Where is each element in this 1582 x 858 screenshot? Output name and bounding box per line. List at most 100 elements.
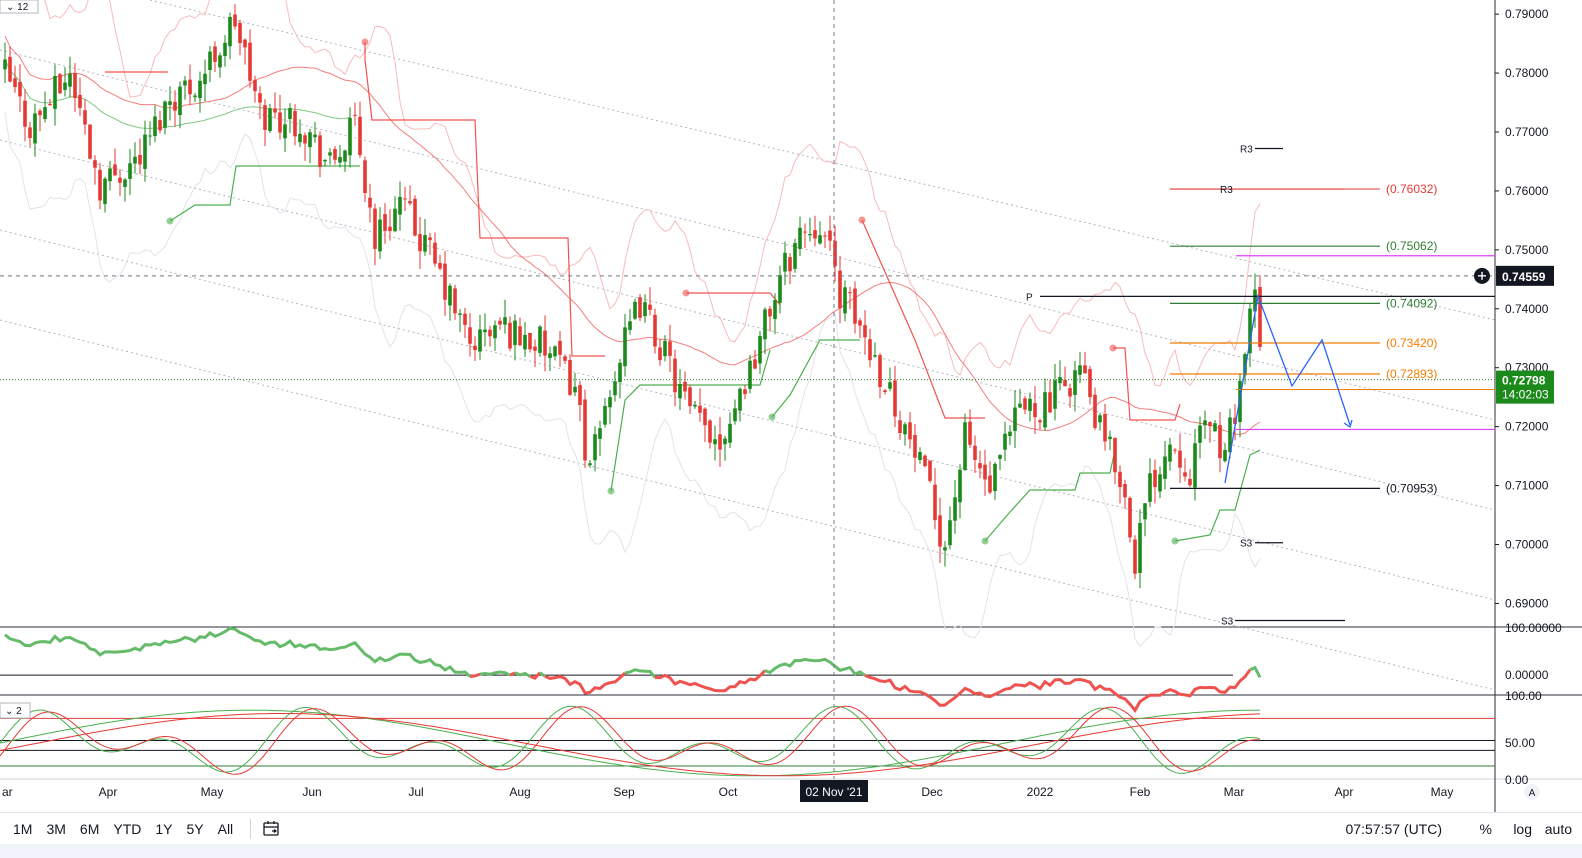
candle-body — [1148, 473, 1152, 502]
slow-k-line — [0, 709, 1260, 777]
candle-body — [743, 389, 747, 395]
signal-dot — [607, 487, 615, 495]
candle-body — [258, 93, 262, 103]
candle-body — [398, 196, 402, 215]
log-scale-toggle[interactable]: log — [1513, 821, 1532, 837]
candle-body — [1108, 436, 1112, 440]
toolbar-separator — [250, 819, 252, 839]
channel-line — [0, 49, 1496, 421]
candle-body — [433, 242, 437, 264]
candle-body — [718, 434, 722, 450]
candle-body — [368, 197, 372, 208]
candle-body — [1198, 425, 1202, 443]
candle-body — [88, 124, 92, 159]
projection-path — [1224, 293, 1353, 484]
time-tick-label: May — [201, 785, 224, 799]
time-tick-label: Apr — [99, 785, 118, 799]
percent-scale-toggle[interactable]: % — [1479, 821, 1492, 837]
bottom-toolbar: 1M 3M 6M YTD 1Y 5Y All 07:57:57 (UTC) % … — [0, 812, 1582, 845]
candle-body — [958, 469, 962, 503]
candle-body — [548, 353, 552, 359]
candle-body — [288, 108, 292, 119]
auto-badge-text: A — [1529, 788, 1536, 799]
candle-body — [243, 39, 247, 48]
auto-scale-toggle[interactable]: auto — [1544, 821, 1572, 837]
timeframe-1m-button[interactable]: 1M — [13, 821, 33, 837]
candle-body — [463, 313, 467, 325]
grid-layer — [0, 0, 1582, 812]
candle-body — [33, 113, 37, 144]
candle-body — [283, 124, 287, 139]
candle-body — [1208, 422, 1212, 427]
candle-body — [1028, 398, 1032, 411]
oscillator-line — [514, 671, 531, 678]
candle-body — [983, 464, 987, 480]
time-tick-label: ar — [2, 785, 13, 799]
candle-body — [193, 95, 197, 98]
candle-body — [153, 116, 157, 137]
candle-body — [1163, 456, 1167, 479]
candle-body — [183, 80, 187, 86]
step-line-red — [364, 42, 605, 357]
candle-body — [348, 117, 352, 156]
candle-body — [158, 120, 162, 131]
upper-band — [4, 0, 1261, 387]
candle-body — [188, 79, 192, 95]
oscillator-line — [544, 671, 627, 695]
candle-body — [48, 103, 52, 106]
osc2-tick-label: 50.00 — [1505, 736, 1535, 750]
candle-body — [978, 463, 982, 469]
channel-line — [0, 229, 1496, 601]
oscillator-line — [864, 668, 1252, 714]
pivot-level-value: (0.72893) — [1386, 367, 1437, 381]
candle-body — [63, 82, 67, 90]
candlestick-series — [3, 3, 1262, 589]
timeframe-5y-button[interactable]: 5Y — [186, 821, 204, 837]
trend-channel-lines — [0, 0, 1496, 691]
candle-body — [828, 230, 832, 241]
candle-body — [903, 424, 907, 435]
candle-body — [1048, 392, 1052, 413]
time-tick-label: May — [1431, 785, 1454, 799]
candle-body — [103, 178, 107, 205]
candle-body — [648, 304, 652, 310]
candle-body — [963, 422, 967, 471]
candle-body — [598, 428, 602, 439]
timeframe-all-button[interactable]: All — [217, 821, 234, 837]
candle-body — [273, 108, 277, 113]
candle-body — [568, 360, 572, 395]
candle-body — [278, 112, 282, 133]
candle-body — [883, 390, 887, 392]
candle-body — [993, 463, 997, 492]
candle-body — [723, 438, 727, 445]
price-tick-label: 0.79000 — [1505, 7, 1549, 21]
candle-body — [748, 360, 752, 389]
candle-body — [908, 422, 912, 440]
candle-body — [928, 460, 932, 481]
candle-body — [78, 94, 82, 108]
candle-body — [38, 110, 42, 116]
candle-body — [1128, 497, 1132, 538]
candle-body — [408, 201, 412, 204]
timeframe-1y-button[interactable]: 1Y — [155, 821, 173, 837]
timeframe-ytd-button[interactable]: YTD — [113, 821, 142, 837]
candle-body — [1188, 478, 1192, 486]
utc-clock[interactable]: 07:57:57 (UTC) — [1345, 821, 1442, 837]
candle-body — [918, 452, 922, 460]
candle-body — [818, 235, 822, 244]
timeframe-3m-button[interactable]: 3M — [46, 821, 66, 837]
oscillator-line — [479, 670, 511, 677]
candle-body — [773, 300, 777, 320]
timeframe-6m-button[interactable]: 6M — [79, 821, 100, 837]
candle-body — [213, 46, 217, 62]
candle-body — [403, 198, 407, 200]
add-alert-plus — [1478, 271, 1486, 280]
candle-body — [1043, 392, 1047, 428]
price-tick-label: 0.72000 — [1505, 420, 1549, 434]
candle-body — [68, 73, 72, 87]
candle-body — [1213, 423, 1217, 432]
calendar-range-icon[interactable] — [261, 819, 281, 839]
candle-body — [43, 107, 47, 120]
chart-canvas[interactable]: R3 R3 (0.76032) (0.75062) P (0.74092) (0.73420… — [0, 0, 1582, 812]
candle-body — [1038, 420, 1042, 423]
